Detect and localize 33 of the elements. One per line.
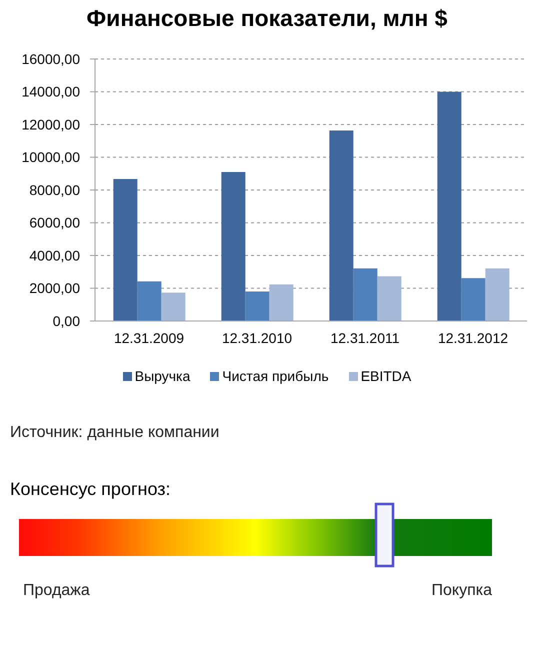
legend-label: Чистая прибыль xyxy=(222,368,329,384)
y-tick-label: 10000,00 xyxy=(22,149,80,166)
bar xyxy=(245,292,270,321)
bar xyxy=(485,268,510,321)
y-tick-label: 2000,00 xyxy=(29,280,80,296)
legend-label: EBITDA xyxy=(360,368,412,384)
text: Источник: данные компании xyxy=(10,424,220,442)
legend-label: Выручка xyxy=(134,368,190,384)
y-tick-label: 14000,00 xyxy=(22,84,80,100)
text: Консенсус прогноз: xyxy=(10,479,171,500)
y-tick-label: 16000,00 xyxy=(22,50,80,67)
y-tick-label: 12000,00 xyxy=(22,116,80,132)
bar xyxy=(353,268,378,321)
y-tick-label: 6000,00 xyxy=(29,214,80,231)
bar xyxy=(437,92,462,321)
bar xyxy=(269,284,294,321)
bar xyxy=(137,281,162,321)
x-tick-label: 12.31.2010 xyxy=(222,330,292,346)
y-tick-label: 0,00 xyxy=(52,312,80,329)
x-tick-label: 12.31.2011 xyxy=(330,330,400,346)
bar xyxy=(461,278,486,321)
chart-title: Финансовые показатели, млн $ xyxy=(86,5,448,32)
bar xyxy=(221,172,246,321)
y-tick-label: 8000,00 xyxy=(29,182,80,198)
x-tick-label: 12.31.2012 xyxy=(438,330,508,346)
bar xyxy=(329,130,354,321)
bar xyxy=(377,276,402,321)
bar xyxy=(161,292,186,321)
y-tick-label: 4000,00 xyxy=(29,247,80,264)
text: Покупка xyxy=(432,582,492,600)
text: Продажа xyxy=(23,582,90,600)
bar xyxy=(113,179,138,321)
x-tick-label: 12.31.2009 xyxy=(114,330,184,346)
